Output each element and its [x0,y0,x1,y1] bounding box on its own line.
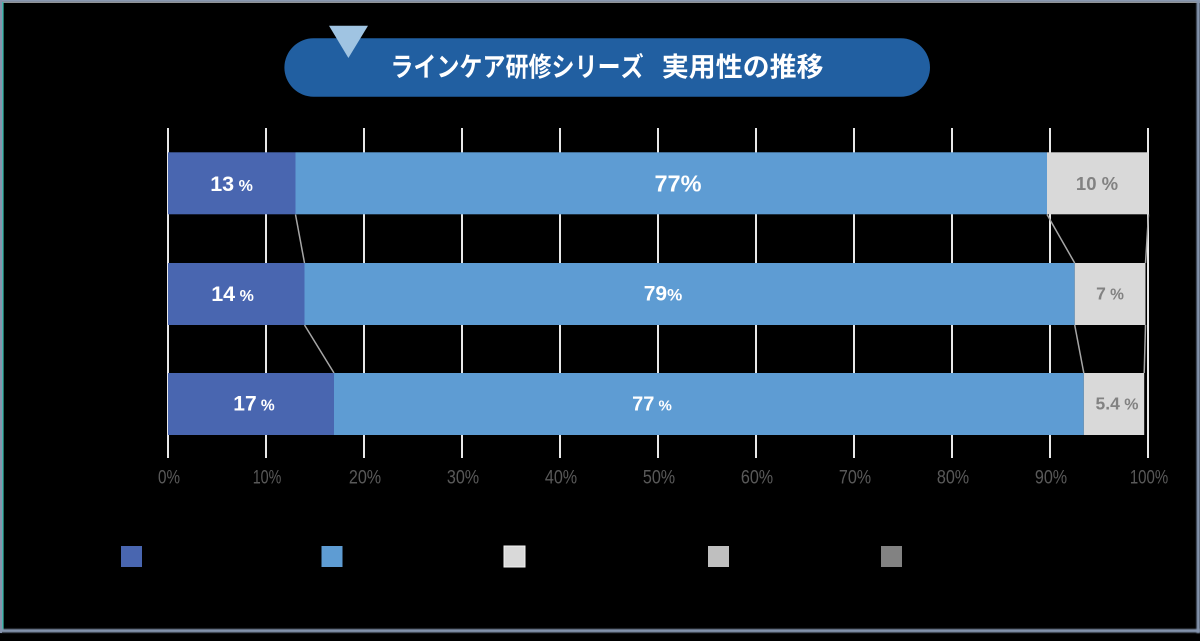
svg-text:20%: 20% [349,467,381,489]
svg-text:90%: 90% [1035,467,1067,489]
svg-text:10%: 10% [253,467,282,489]
svg-text:7 %: 7 % [1096,284,1124,304]
svg-text:79%: 79% [644,283,682,306]
svg-text:40%: 40% [545,467,577,489]
svg-text:77 %: 77 % [632,393,672,415]
svg-text:60%: 60% [741,467,773,489]
svg-text:30%: 30% [447,467,479,489]
svg-text:0%: 0% [158,467,180,489]
svg-text:5.4 %: 5.4 % [1096,393,1139,413]
svg-text:77%: 77% [654,170,701,196]
svg-text:10 %: 10 % [1076,173,1118,194]
svg-text:70%: 70% [839,467,871,489]
svg-text:100%: 100% [1130,467,1168,489]
svg-text:80%: 80% [937,467,969,489]
svg-text:50%: 50% [643,467,675,489]
